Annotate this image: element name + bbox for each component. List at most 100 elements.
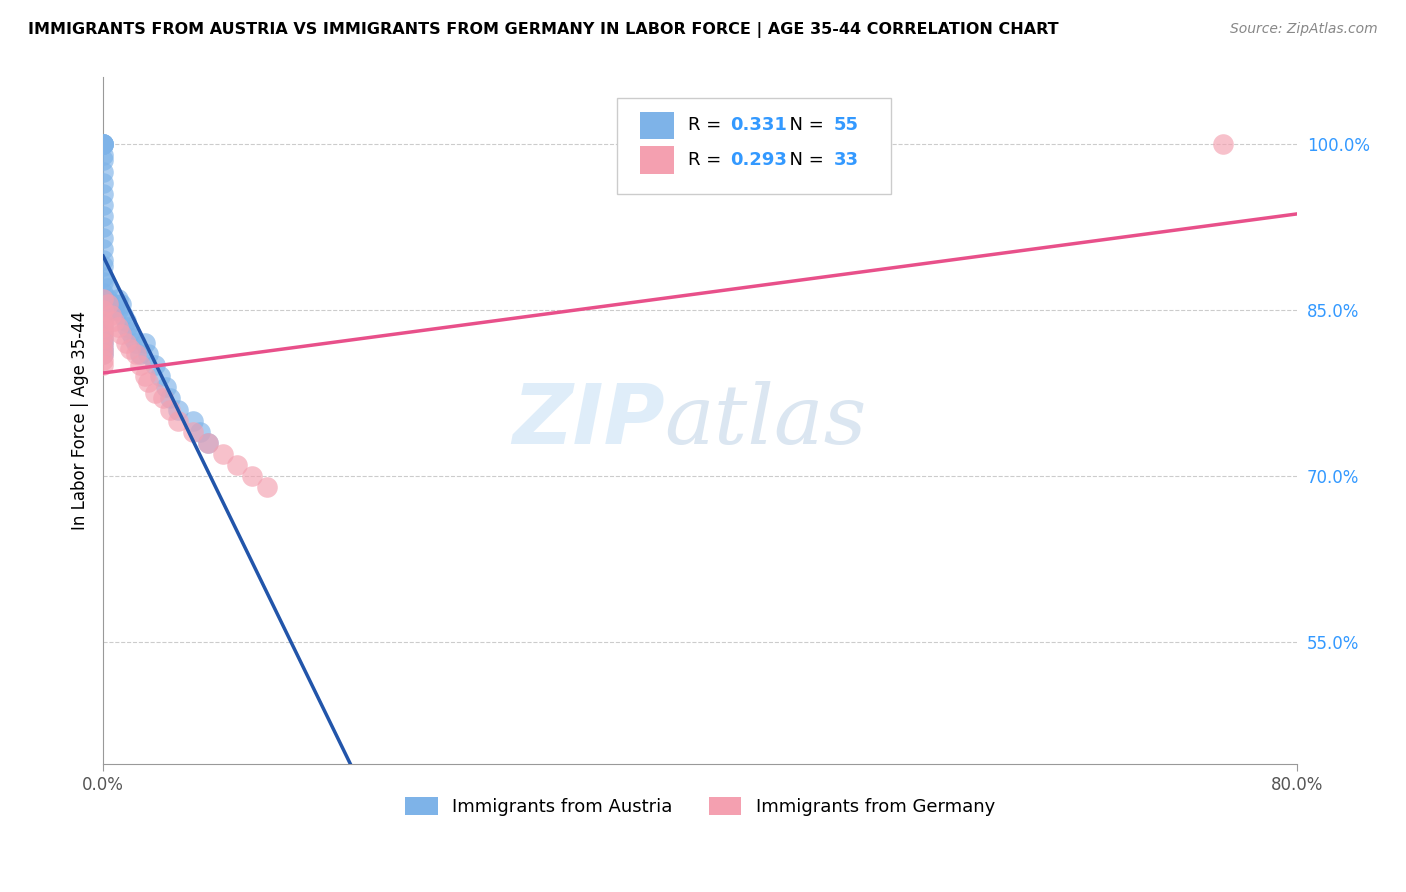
- Point: [91, 148, 114, 162]
- Point: [91, 231, 114, 245]
- Point: [91, 336, 114, 351]
- Point: [103, 297, 125, 311]
- Point: [136, 375, 159, 389]
- Point: [91, 136, 114, 151]
- Point: [166, 402, 188, 417]
- FancyBboxPatch shape: [641, 112, 673, 139]
- Text: R =: R =: [688, 151, 727, 169]
- Point: [134, 336, 156, 351]
- Point: [91, 352, 114, 367]
- Point: [114, 314, 136, 328]
- Point: [91, 342, 114, 356]
- Text: atlas: atlas: [665, 381, 866, 460]
- Text: 0.293: 0.293: [730, 151, 787, 169]
- Point: [91, 359, 114, 373]
- Point: [100, 309, 122, 323]
- Point: [91, 136, 114, 151]
- Point: [114, 336, 136, 351]
- Point: [91, 136, 114, 151]
- Text: IMMIGRANTS FROM AUSTRIA VS IMMIGRANTS FROM GERMANY IN LABOR FORCE | AGE 35-44 CO: IMMIGRANTS FROM AUSTRIA VS IMMIGRANTS FR…: [28, 22, 1059, 38]
- Point: [145, 359, 167, 373]
- Point: [1212, 136, 1234, 151]
- Point: [91, 319, 114, 334]
- Point: [97, 297, 120, 311]
- Y-axis label: In Labor Force | Age 35-44: In Labor Force | Age 35-44: [72, 311, 89, 530]
- Point: [91, 330, 114, 344]
- Point: [115, 319, 138, 334]
- Point: [91, 153, 114, 168]
- Point: [91, 302, 114, 317]
- Point: [155, 380, 177, 394]
- Point: [145, 386, 167, 401]
- FancyBboxPatch shape: [641, 146, 673, 174]
- Point: [91, 336, 114, 351]
- Point: [107, 292, 129, 306]
- Point: [226, 458, 249, 472]
- Point: [91, 242, 114, 256]
- Point: [103, 302, 125, 317]
- Point: [97, 292, 120, 306]
- Text: ZIP: ZIP: [512, 380, 665, 461]
- Point: [100, 302, 122, 317]
- Point: [159, 402, 181, 417]
- Point: [91, 286, 114, 301]
- Point: [91, 325, 114, 339]
- Point: [118, 342, 141, 356]
- Point: [111, 309, 134, 323]
- Text: R =: R =: [688, 117, 727, 135]
- Point: [91, 342, 114, 356]
- Point: [197, 435, 219, 450]
- Point: [91, 292, 114, 306]
- Point: [91, 314, 114, 328]
- Point: [91, 330, 114, 344]
- Point: [159, 392, 181, 406]
- Point: [103, 314, 125, 328]
- Text: 55: 55: [834, 117, 859, 135]
- Point: [118, 325, 141, 339]
- Point: [110, 297, 132, 311]
- Point: [91, 253, 114, 268]
- Point: [97, 281, 120, 295]
- Text: N =: N =: [778, 151, 830, 169]
- Point: [197, 435, 219, 450]
- Point: [188, 425, 211, 439]
- Point: [129, 359, 152, 373]
- Point: [91, 347, 114, 361]
- Point: [211, 447, 233, 461]
- Point: [91, 259, 114, 273]
- Point: [91, 347, 114, 361]
- Point: [242, 469, 264, 483]
- Point: [91, 186, 114, 201]
- Point: [181, 414, 204, 428]
- FancyBboxPatch shape: [617, 98, 891, 194]
- Point: [91, 269, 114, 284]
- Point: [91, 198, 114, 212]
- Text: N =: N =: [778, 117, 830, 135]
- Point: [107, 302, 129, 317]
- Point: [91, 302, 114, 317]
- Point: [91, 209, 114, 223]
- Point: [91, 164, 114, 178]
- Point: [110, 327, 132, 342]
- Point: [129, 347, 152, 361]
- Point: [91, 325, 114, 339]
- Point: [91, 319, 114, 334]
- Legend: Immigrants from Austria, Immigrants from Germany: Immigrants from Austria, Immigrants from…: [398, 789, 1002, 823]
- Point: [91, 219, 114, 234]
- Point: [91, 297, 114, 311]
- Point: [256, 480, 278, 494]
- Point: [149, 369, 172, 384]
- Point: [181, 425, 204, 439]
- Point: [91, 176, 114, 190]
- Point: [125, 347, 148, 361]
- Point: [125, 336, 148, 351]
- Point: [152, 392, 174, 406]
- Point: [107, 319, 129, 334]
- Point: [91, 136, 114, 151]
- Text: 33: 33: [834, 151, 859, 169]
- Point: [166, 414, 188, 428]
- Text: 0.331: 0.331: [730, 117, 787, 135]
- Point: [122, 330, 145, 344]
- Text: Source: ZipAtlas.com: Source: ZipAtlas.com: [1230, 22, 1378, 37]
- Point: [134, 369, 156, 384]
